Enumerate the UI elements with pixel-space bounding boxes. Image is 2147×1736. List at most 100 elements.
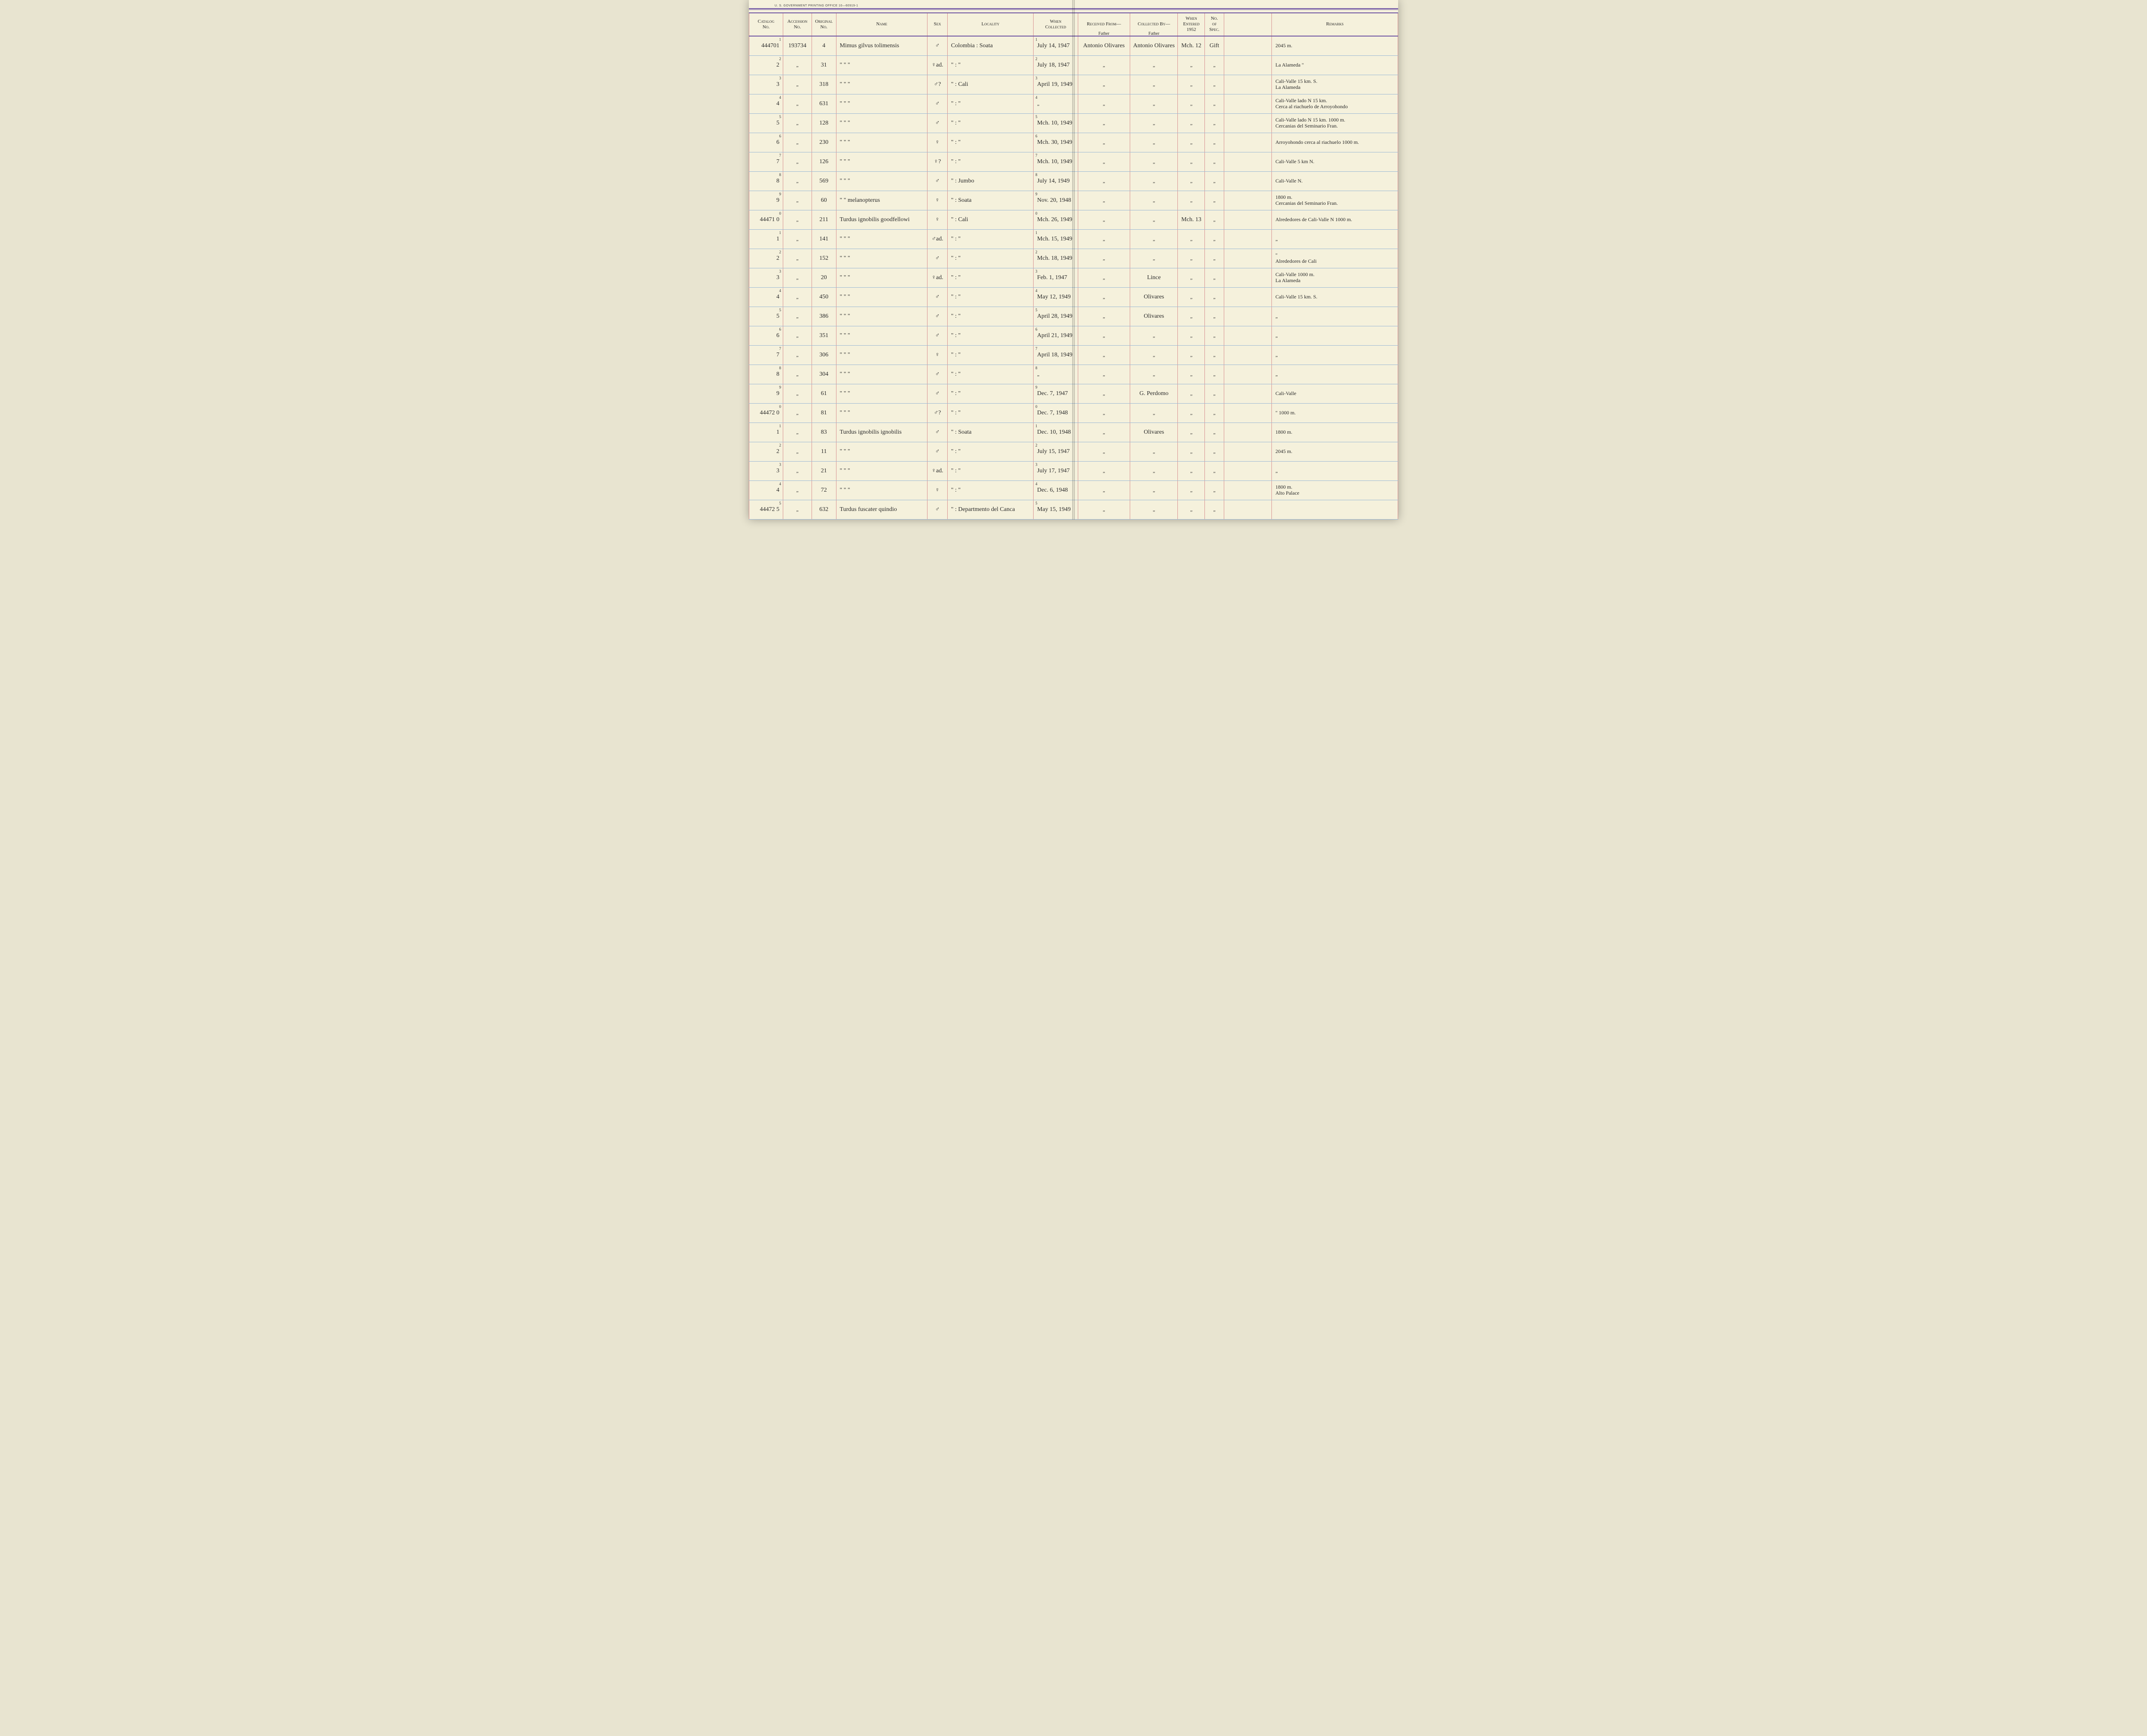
cell-blank1 <box>1224 307 1271 326</box>
cell-remarks: Cali-Valle 5 km N. <box>1272 152 1398 171</box>
cell-collected_by: „ <box>1130 229 1178 249</box>
cell-remarks: „ <box>1272 365 1398 384</box>
cell-catalog: 99 <box>749 191 783 210</box>
cell-collected_by: Lince <box>1130 268 1178 287</box>
cell-locality: " : " <box>947 461 1034 480</box>
cell-original: 61 <box>812 384 836 403</box>
cell-blank1 <box>1224 403 1271 423</box>
cell-remarks: „ <box>1272 229 1398 249</box>
cell-remarks: "Alrededores de Cali <box>1272 249 1398 268</box>
cell-name: " " " <box>836 345 928 365</box>
cell-when_entered: „ <box>1178 345 1205 365</box>
cell-locality: " : " <box>947 287 1034 307</box>
cell-when_collected: 3Feb. 1, 1947 <box>1034 268 1078 287</box>
cell-original: 631 <box>812 94 836 113</box>
cell-blank1 <box>1224 191 1271 210</box>
cell-collected_by: „ <box>1130 94 1178 113</box>
cell-no_spec: „ <box>1205 480 1224 500</box>
cell-received_from: „ <box>1078 480 1130 500</box>
cell-received_from: „ <box>1078 171 1130 191</box>
cell-accession: „ <box>783 326 812 345</box>
cell-blank1 <box>1224 287 1271 307</box>
cell-blank1 <box>1224 94 1271 113</box>
cell-blank1 <box>1224 75 1271 94</box>
cell-remarks: Cali-Valle N. <box>1272 171 1398 191</box>
col-header-accession: AccessionNo. <box>783 13 812 36</box>
cell-no_spec: „ <box>1205 461 1224 480</box>
cell-accession: „ <box>783 75 812 94</box>
cell-original: 632 <box>812 500 836 519</box>
cell-name: " " " <box>836 461 928 480</box>
cell-catalog: 33 <box>749 268 783 287</box>
cell-blank1 <box>1224 326 1271 345</box>
cell-when_entered: „ <box>1178 94 1205 113</box>
cell-accession: „ <box>783 229 812 249</box>
cell-locality: " : Departmento del Canca <box>947 500 1034 519</box>
cell-collected_by: „ <box>1130 171 1178 191</box>
cell-accession: „ <box>783 480 812 500</box>
cell-when_collected: 1July 14, 1947 <box>1034 36 1078 56</box>
cell-sex: ♂ <box>928 423 948 442</box>
col-header-catalog: CatalogNo. <box>749 13 783 36</box>
cell-when_entered: „ <box>1178 403 1205 423</box>
cell-no_spec: „ <box>1205 229 1224 249</box>
cell-blank1 <box>1224 171 1271 191</box>
cell-when_entered: „ <box>1178 268 1205 287</box>
cell-received_from: „ <box>1078 133 1130 152</box>
cell-when_collected: 6Mch. 30, 1949 <box>1034 133 1078 152</box>
cell-name: " " " <box>836 55 928 75</box>
cell-locality: Colombia : Soata <box>947 36 1034 56</box>
cell-when_entered: „ <box>1178 287 1205 307</box>
cell-catalog: 544472 5 <box>749 500 783 519</box>
cell-locality: " : " <box>947 326 1034 345</box>
cell-when_collected: 7April 18, 1949 <box>1034 345 1078 365</box>
cell-remarks: 1800 m.Alto Palace <box>1272 480 1398 500</box>
cell-when_collected: 1Mch. 15, 1949 <box>1034 229 1078 249</box>
cell-received_from: „ <box>1078 75 1130 94</box>
cell-catalog: 11 <box>749 423 783 442</box>
cell-locality: " : " <box>947 307 1034 326</box>
cell-when_entered: Mch. 12 <box>1178 36 1205 56</box>
cell-name: " " " <box>836 171 928 191</box>
cell-blank1 <box>1224 268 1271 287</box>
cell-no_spec: „ <box>1205 500 1224 519</box>
cell-original: 72 <box>812 480 836 500</box>
cell-locality: " : " <box>947 480 1034 500</box>
cell-catalog: 044471 0 <box>749 210 783 229</box>
cell-sex: ♀ <box>928 480 948 500</box>
cell-blank1 <box>1224 423 1271 442</box>
cell-no_spec: „ <box>1205 191 1224 210</box>
cell-name: " " " <box>836 287 928 307</box>
cell-name: " " " <box>836 307 928 326</box>
cell-name: " " " <box>836 249 928 268</box>
cell-accession: „ <box>783 384 812 403</box>
cell-collected_by: „ <box>1130 326 1178 345</box>
cell-remarks: „ <box>1272 307 1398 326</box>
cell-blank1 <box>1224 133 1271 152</box>
cell-catalog: 66 <box>749 133 783 152</box>
cell-sex: ♂ <box>928 442 948 461</box>
cell-collected_by: „ <box>1130 55 1178 75</box>
col-header-original: OriginalNo. <box>812 13 836 36</box>
cell-blank1 <box>1224 152 1271 171</box>
cell-blank1 <box>1224 500 1271 519</box>
cell-original: 351 <box>812 326 836 345</box>
cell-sex: ♂ <box>928 365 948 384</box>
cell-received_from: „ <box>1078 113 1130 133</box>
cell-accession: „ <box>783 268 812 287</box>
cell-when_entered: „ <box>1178 75 1205 94</box>
cell-original: 386 <box>812 307 836 326</box>
cell-remarks: „ <box>1272 345 1398 365</box>
cell-received_from: „ <box>1078 423 1130 442</box>
cell-locality: " : Jumbo <box>947 171 1034 191</box>
cell-catalog: 1444701 <box>749 36 783 56</box>
cell-catalog: 99 <box>749 384 783 403</box>
cell-collected_by: „ <box>1130 461 1178 480</box>
cell-when_collected: 2July 15, 1947 <box>1034 442 1078 461</box>
cell-name: " " " <box>836 94 928 113</box>
cell-catalog: 22 <box>749 55 783 75</box>
cell-accession: „ <box>783 152 812 171</box>
cell-original: 20 <box>812 268 836 287</box>
cell-when_entered: „ <box>1178 171 1205 191</box>
cell-sex: ♀ <box>928 345 948 365</box>
